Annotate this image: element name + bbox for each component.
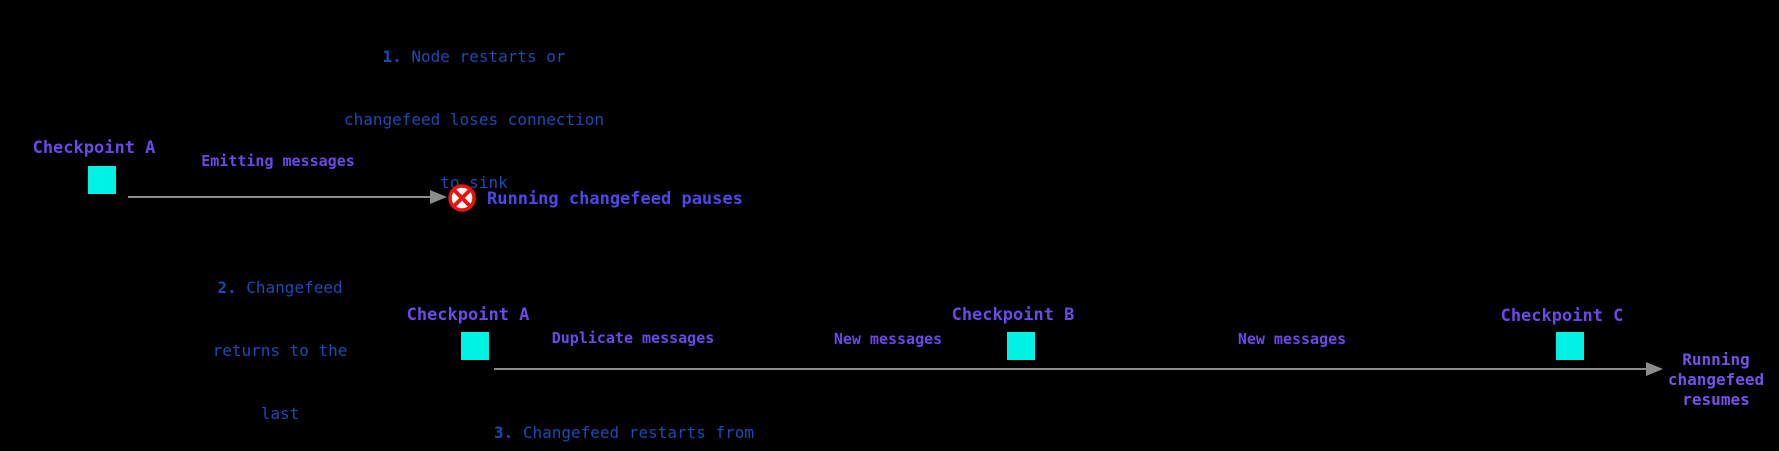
timeline2-arrow-head xyxy=(1646,362,1663,376)
running-changefeed-pauses-label: Running changefeed pauses xyxy=(487,189,743,209)
resume-line-1: Running xyxy=(1682,350,1750,369)
timeline2-checkpoint-b-label: Checkpoint B xyxy=(951,305,1075,325)
resume-line-2: changefeed xyxy=(1667,370,1765,389)
timeline2-checkpoint-c-marker xyxy=(1556,332,1584,360)
step-1-line-1: 1. Node restarts or xyxy=(382,47,566,66)
emitting-messages-label: Emitting messages xyxy=(201,152,355,170)
step-1-number: 1. xyxy=(382,47,402,66)
timeline2-checkpoint-b-marker xyxy=(1007,332,1035,360)
timeline1-arrow-head xyxy=(430,190,447,204)
step-2-line-3: last xyxy=(260,404,300,423)
resume-line-3: resumes xyxy=(1682,390,1750,409)
step-2-line-1: 2. Changefeed xyxy=(217,278,343,297)
step-1-annotation: 1. Node restarts or changefeed loses con… xyxy=(274,4,674,235)
duplicate-messages-label: Duplicate messages xyxy=(551,329,715,347)
timeline1-arrow-line xyxy=(128,196,431,198)
timeline2-checkpoint-c-label: Checkpoint C xyxy=(1500,306,1624,326)
step-3-annotation: 3. Changefeed restarts from last checkpo… xyxy=(424,380,824,451)
timeline1-checkpoint-a-marker xyxy=(88,166,116,194)
step-3-line-1: 3. Changefeed restarts from xyxy=(493,423,755,442)
new-messages-label-2: New messages xyxy=(1237,330,1347,348)
timeline2-arrow-line xyxy=(494,368,1646,370)
step-1-line-2: changefeed loses connection xyxy=(343,110,605,129)
timeline1-checkpoint-a-label: Checkpoint A xyxy=(32,138,156,158)
step-2-number: 2. xyxy=(217,278,237,297)
timeline2-checkpoint-a-marker xyxy=(461,332,489,360)
timeline2-checkpoint-a-label: Checkpoint A xyxy=(406,305,530,325)
step-2-annotation: 2. Changefeed returns to the last checkp… xyxy=(130,235,430,451)
step-3-number: 3. xyxy=(493,423,514,442)
step-2-line-2: returns to the xyxy=(212,341,348,360)
new-messages-label-1: New messages xyxy=(833,330,943,348)
running-changefeed-resumes-label: Running changefeed resumes xyxy=(1656,350,1776,410)
changefeed-paused-circle-x-icon xyxy=(448,184,476,212)
